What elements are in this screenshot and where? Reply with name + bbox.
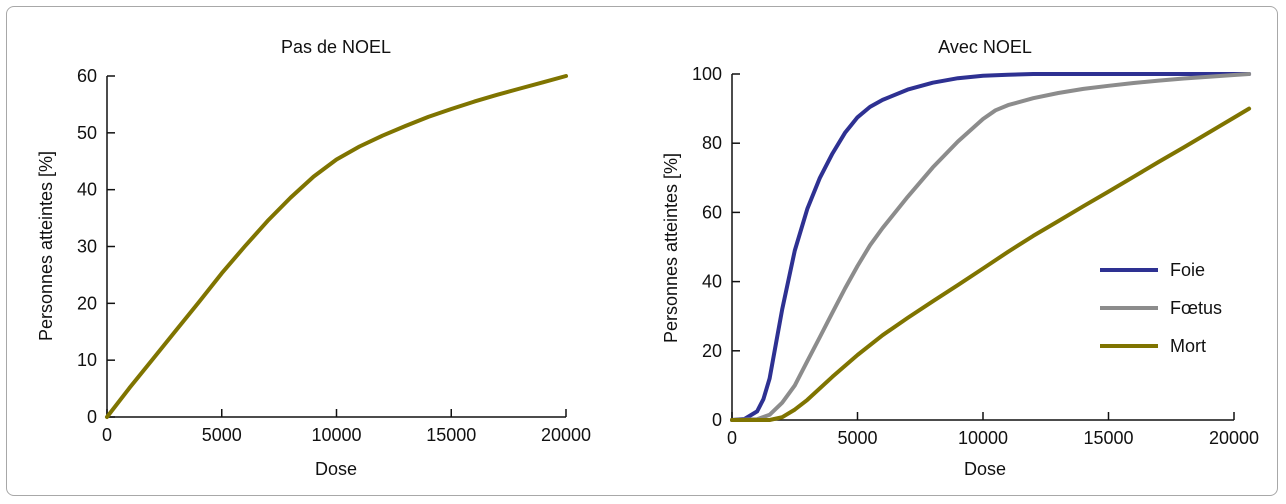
x-tick-label: 0 — [102, 425, 112, 445]
y-tick-label: 40 — [77, 180, 97, 200]
series-group — [730, 72, 1252, 422]
y-tick-label: 10 — [77, 350, 97, 370]
chart-frame — [6, 6, 1278, 496]
legend-label-foetus: Fœtus — [1170, 298, 1222, 318]
y-ticks: 0 20 40 60 80 100 — [692, 64, 740, 430]
y-tick-label: 60 — [77, 66, 97, 86]
legend-item-foie: Foie — [1100, 260, 1205, 280]
series-line — [105, 74, 568, 419]
y-tick-label: 100 — [692, 64, 722, 84]
plot-area: 0 10 20 30 40 50 60 0 5000 10000 15000 20000 — [77, 66, 591, 445]
y-tick-label: 40 — [702, 272, 722, 292]
y-ticks: 0 10 20 30 40 50 60 — [77, 66, 115, 427]
x-axis-label: Dose — [964, 459, 1006, 479]
series-line-foie — [730, 72, 1252, 422]
x-tick-label: 15000 — [1083, 428, 1133, 448]
x-tick-label: 15000 — [426, 425, 476, 445]
y-tick-label: 0 — [87, 407, 97, 427]
series-line-mort — [730, 106, 1252, 422]
y-tick-label: 20 — [702, 341, 722, 361]
x-tick-label: 5000 — [837, 428, 877, 448]
chart-avec-noel: Avec NOEL 0 20 40 60 80 100 0 5000 10000 15000 20… — [661, 37, 1259, 479]
y-tick-label: 20 — [77, 293, 97, 313]
chart-title: Avec NOEL — [938, 37, 1032, 57]
x-tick-label: 20000 — [541, 425, 591, 445]
x-tick-label: 20000 — [1209, 428, 1259, 448]
plot-area: 0 20 40 60 80 100 0 5000 10000 15000 20000 — [692, 64, 1259, 448]
x-ticks: 0 5000 10000 15000 20000 — [727, 412, 1259, 448]
x-axis-label: Dose — [315, 459, 357, 479]
x-tick-label: 10000 — [958, 428, 1008, 448]
x-tick-label: 10000 — [311, 425, 361, 445]
legend-item-foetus: Fœtus — [1100, 298, 1222, 318]
legend: Foie Fœtus Mort — [1100, 260, 1222, 356]
chart-title: Pas de NOEL — [281, 37, 391, 57]
y-tick-label: 60 — [702, 202, 722, 222]
y-tick-label: 50 — [77, 123, 97, 143]
y-tick-label: 80 — [702, 133, 722, 153]
legend-label-mort: Mort — [1170, 336, 1206, 356]
x-tick-label: 5000 — [202, 425, 242, 445]
y-tick-label: 30 — [77, 237, 97, 257]
x-tick-label: 0 — [727, 428, 737, 448]
legend-label-foie: Foie — [1170, 260, 1205, 280]
series-line-f-tus — [730, 72, 1252, 422]
y-tick-label: 0 — [712, 410, 722, 430]
x-ticks: 0 5000 10000 15000 20000 — [102, 409, 591, 445]
y-axis-label: Personnes atteintes [%] — [661, 153, 681, 343]
series-group — [105, 74, 568, 419]
chart-pas-de-noel: Pas de NOEL 0 10 20 30 40 50 60 0 5000 10000 1500… — [36, 37, 591, 479]
legend-item-mort: Mort — [1100, 336, 1206, 356]
y-axis-label: Personnes atteintes [%] — [36, 151, 56, 341]
